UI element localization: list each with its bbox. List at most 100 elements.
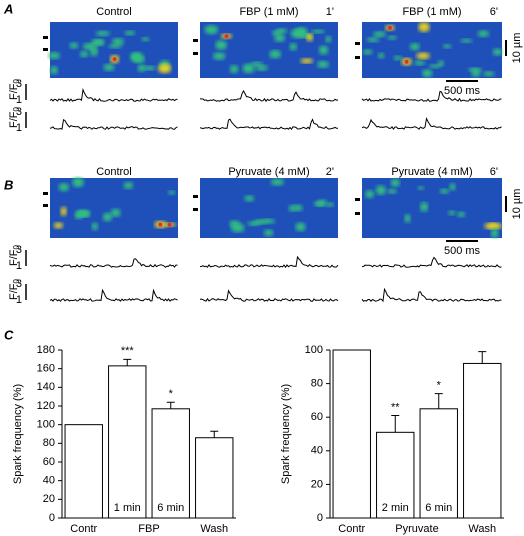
trace bbox=[361, 287, 502, 303]
y-tick-label: 60 bbox=[311, 411, 323, 423]
spark-spot bbox=[428, 64, 442, 69]
panel-label: A bbox=[3, 1, 13, 16]
spark-spot bbox=[442, 44, 452, 49]
y-tick-label: 40 bbox=[311, 445, 323, 457]
spark-spot bbox=[158, 63, 172, 74]
spark-spot bbox=[413, 60, 426, 66]
x-tick-label: Wash bbox=[200, 523, 228, 535]
spark-spot bbox=[306, 33, 313, 42]
line-scan-image bbox=[362, 178, 503, 239]
line-marker bbox=[193, 195, 198, 198]
spark-spot bbox=[58, 183, 70, 192]
spark-core bbox=[404, 59, 409, 64]
spark-spot bbox=[124, 30, 136, 36]
spark-spot bbox=[95, 30, 110, 37]
trace bbox=[49, 87, 178, 102]
spark-spot bbox=[215, 40, 227, 50]
line-marker bbox=[355, 212, 360, 215]
spark-spot bbox=[490, 228, 499, 239]
trace-axis-text: F/F bbox=[8, 111, 20, 128]
trace-tick: 1 bbox=[16, 294, 22, 306]
line-marker bbox=[43, 192, 48, 195]
spark-spot bbox=[366, 37, 380, 43]
error-bar bbox=[210, 430, 219, 438]
spark-spot bbox=[242, 63, 255, 74]
spark-spot bbox=[79, 50, 89, 58]
spark-spot bbox=[271, 30, 282, 36]
y-tick-label: 100 bbox=[305, 344, 323, 356]
spark-spot bbox=[289, 43, 298, 51]
trace-axis-sub: 0 bbox=[12, 79, 21, 84]
trace-axis-text: F/F bbox=[8, 283, 20, 300]
panel-label: B bbox=[4, 177, 13, 192]
spark-spot bbox=[457, 211, 466, 218]
bar bbox=[463, 362, 502, 519]
spark-spot bbox=[313, 201, 324, 207]
y-tick-label: 20 bbox=[311, 478, 323, 490]
line-scan-image bbox=[50, 177, 178, 238]
spark-spot bbox=[318, 45, 329, 55]
trace-tick: 3 bbox=[16, 278, 22, 290]
spark-spot bbox=[60, 206, 67, 217]
bar-label: 2 min bbox=[382, 502, 409, 514]
image-time: 6' bbox=[490, 166, 498, 178]
spark-spot bbox=[244, 195, 255, 202]
spark-spot bbox=[422, 69, 433, 78]
spark-spot bbox=[393, 55, 402, 61]
spark-spot bbox=[270, 178, 285, 186]
trace bbox=[49, 288, 178, 302]
image-title: Pyruvate (4 mM) bbox=[391, 166, 472, 178]
spark-spot bbox=[417, 185, 425, 191]
trace-axis-sub: 0 bbox=[12, 245, 21, 250]
x-tick-label: Pyruvate bbox=[395, 523, 438, 535]
trace-axis-label: F/F0 bbox=[8, 279, 21, 301]
spark-spot bbox=[449, 183, 456, 191]
spark-spot bbox=[409, 43, 420, 51]
trace bbox=[200, 89, 339, 103]
line-marker bbox=[355, 56, 360, 59]
spark-spot bbox=[292, 204, 303, 212]
spark-spot bbox=[69, 42, 79, 49]
spark-spot bbox=[420, 202, 429, 212]
spark-spot bbox=[416, 52, 430, 60]
spark-spot bbox=[404, 214, 411, 223]
spark-spot bbox=[274, 34, 286, 42]
y-tick-label: 140 bbox=[37, 381, 55, 393]
trace-axis-sub: 0 bbox=[12, 107, 21, 112]
spark-spot bbox=[111, 38, 124, 46]
image-bg bbox=[50, 178, 178, 238]
spark-spot bbox=[141, 36, 150, 42]
spark-spot bbox=[364, 190, 375, 199]
error-bar bbox=[391, 415, 400, 433]
line-marker bbox=[355, 42, 360, 45]
line-scan-image bbox=[200, 178, 338, 238]
trace-tick: 1 bbox=[16, 260, 22, 272]
spark-spot bbox=[492, 48, 503, 56]
y-tick-label: 160 bbox=[37, 363, 55, 375]
bar bbox=[108, 365, 147, 519]
y-tick-label: 20 bbox=[43, 493, 55, 505]
spark-spot bbox=[448, 210, 456, 216]
spark-spot bbox=[255, 65, 269, 71]
y-tick-label: 60 bbox=[43, 456, 55, 468]
y-tick-label: 0 bbox=[317, 512, 323, 524]
spark-spot bbox=[439, 188, 450, 194]
error-bar bbox=[123, 358, 132, 366]
line-marker bbox=[193, 208, 198, 211]
panel-label: C bbox=[4, 327, 14, 342]
spark-spot bbox=[311, 29, 325, 34]
spark-spot bbox=[482, 71, 495, 77]
trace-tick: 3 bbox=[16, 106, 22, 118]
spark-spot bbox=[290, 28, 305, 39]
spark-spot bbox=[418, 22, 430, 33]
spark-spot bbox=[129, 52, 144, 62]
y-tick-label: 80 bbox=[311, 378, 323, 390]
spark-spot bbox=[230, 223, 245, 233]
trace bbox=[199, 289, 339, 302]
line-marker bbox=[193, 52, 198, 55]
spark-spot bbox=[91, 38, 105, 47]
spark-spot bbox=[375, 185, 386, 195]
error-bar bbox=[478, 351, 487, 364]
spark-spot bbox=[295, 222, 306, 232]
spark-spot bbox=[103, 63, 115, 71]
